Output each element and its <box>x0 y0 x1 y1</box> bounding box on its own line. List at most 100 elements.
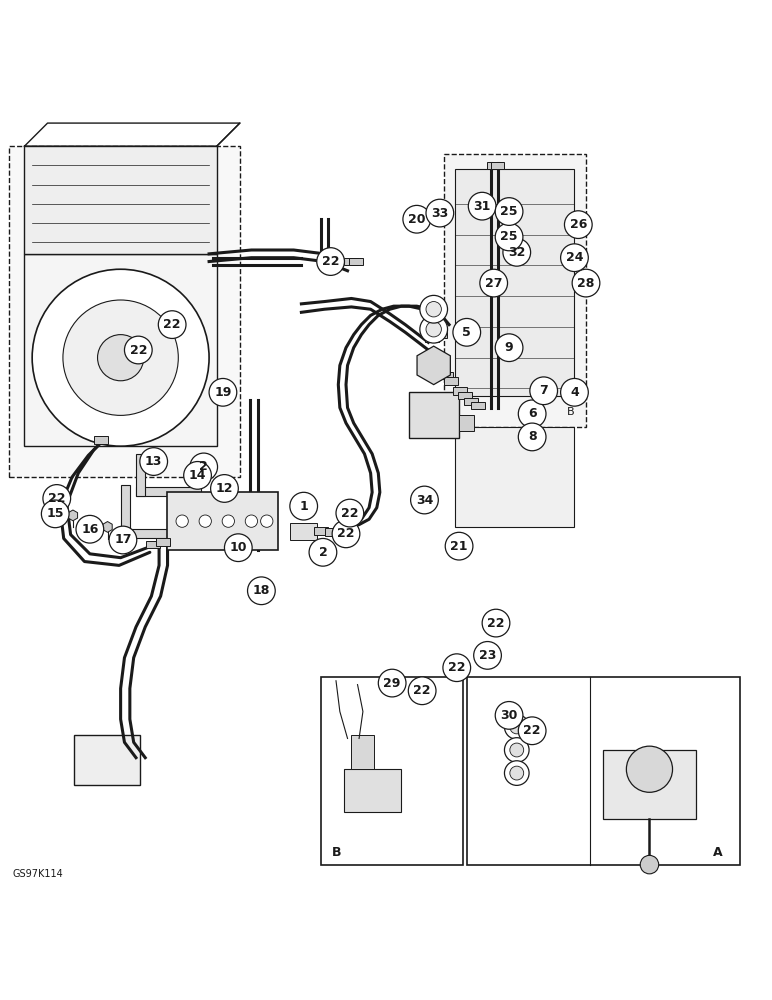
Circle shape <box>530 377 557 405</box>
Text: 12: 12 <box>215 482 233 495</box>
Text: 13: 13 <box>145 455 162 468</box>
Text: 31: 31 <box>473 200 491 213</box>
Circle shape <box>564 211 592 238</box>
Circle shape <box>626 746 672 792</box>
Text: 5: 5 <box>462 326 471 339</box>
Circle shape <box>504 761 529 785</box>
Text: 34: 34 <box>416 494 433 507</box>
Text: 9: 9 <box>505 341 513 354</box>
Text: 18: 18 <box>252 584 270 597</box>
Circle shape <box>510 720 523 734</box>
Circle shape <box>560 244 588 272</box>
Circle shape <box>504 715 529 739</box>
Text: 1: 1 <box>300 500 308 513</box>
Text: 2: 2 <box>319 546 327 559</box>
Text: 14: 14 <box>189 469 206 482</box>
Polygon shape <box>103 522 112 532</box>
Text: 22: 22 <box>130 344 147 357</box>
Bar <box>325 528 339 536</box>
Circle shape <box>332 520 360 548</box>
Text: 30: 30 <box>500 709 518 722</box>
Circle shape <box>495 334 523 362</box>
Text: 10: 10 <box>229 541 247 554</box>
Circle shape <box>76 515 103 543</box>
Circle shape <box>445 532 473 560</box>
Bar <box>425 335 439 342</box>
Bar <box>344 258 358 265</box>
Circle shape <box>474 642 501 669</box>
Text: 22: 22 <box>337 527 355 540</box>
Bar <box>464 398 478 405</box>
Circle shape <box>222 515 235 527</box>
Bar <box>9 146 240 477</box>
Text: 22: 22 <box>413 684 431 697</box>
Circle shape <box>420 295 448 323</box>
Circle shape <box>309 538 337 566</box>
Text: 4: 4 <box>570 386 579 399</box>
Bar <box>120 485 130 538</box>
Circle shape <box>42 500 69 528</box>
Text: 22: 22 <box>48 492 66 505</box>
Circle shape <box>480 269 507 297</box>
Polygon shape <box>68 510 78 521</box>
Polygon shape <box>85 519 94 530</box>
Circle shape <box>378 669 406 697</box>
Bar <box>459 415 475 431</box>
Text: 22: 22 <box>322 255 340 268</box>
Circle shape <box>97 335 144 381</box>
Circle shape <box>495 702 523 729</box>
Circle shape <box>426 322 442 337</box>
Text: 29: 29 <box>384 677 401 690</box>
Text: GS97K114: GS97K114 <box>13 869 63 879</box>
Circle shape <box>63 300 178 415</box>
Text: B: B <box>567 407 574 417</box>
Bar <box>491 162 504 169</box>
Circle shape <box>140 448 168 475</box>
Circle shape <box>109 526 137 554</box>
Circle shape <box>124 336 152 364</box>
Circle shape <box>248 577 276 605</box>
Circle shape <box>482 609 510 637</box>
Circle shape <box>495 223 523 251</box>
Circle shape <box>32 269 209 446</box>
Bar <box>320 677 463 865</box>
Bar <box>472 402 486 409</box>
Bar <box>313 527 327 535</box>
Bar <box>351 735 374 769</box>
Bar <box>344 769 401 812</box>
Circle shape <box>469 192 496 220</box>
Bar <box>349 258 363 265</box>
Circle shape <box>158 311 186 338</box>
Circle shape <box>443 654 471 682</box>
Bar <box>156 538 170 546</box>
Bar <box>337 530 351 538</box>
Circle shape <box>190 453 218 481</box>
Text: 8: 8 <box>528 430 537 443</box>
Bar <box>94 436 108 444</box>
Text: 21: 21 <box>450 540 468 553</box>
Circle shape <box>408 677 436 705</box>
Bar <box>25 146 217 254</box>
Circle shape <box>411 486 438 514</box>
Bar <box>120 529 171 538</box>
Text: 32: 32 <box>508 246 526 259</box>
Bar <box>459 392 472 399</box>
Text: 26: 26 <box>570 218 587 231</box>
Bar <box>467 677 740 865</box>
Bar <box>74 735 140 785</box>
Circle shape <box>176 515 188 527</box>
Bar <box>487 162 500 169</box>
Polygon shape <box>417 346 450 385</box>
Circle shape <box>290 492 317 520</box>
Circle shape <box>510 743 523 757</box>
Circle shape <box>225 534 252 562</box>
Bar <box>290 523 317 540</box>
Text: 27: 27 <box>485 277 503 290</box>
Circle shape <box>184 462 212 489</box>
Text: 25: 25 <box>500 230 518 243</box>
Circle shape <box>261 515 273 527</box>
Circle shape <box>420 315 448 343</box>
Circle shape <box>503 238 530 266</box>
Text: 22: 22 <box>487 617 505 630</box>
Bar <box>167 492 279 550</box>
